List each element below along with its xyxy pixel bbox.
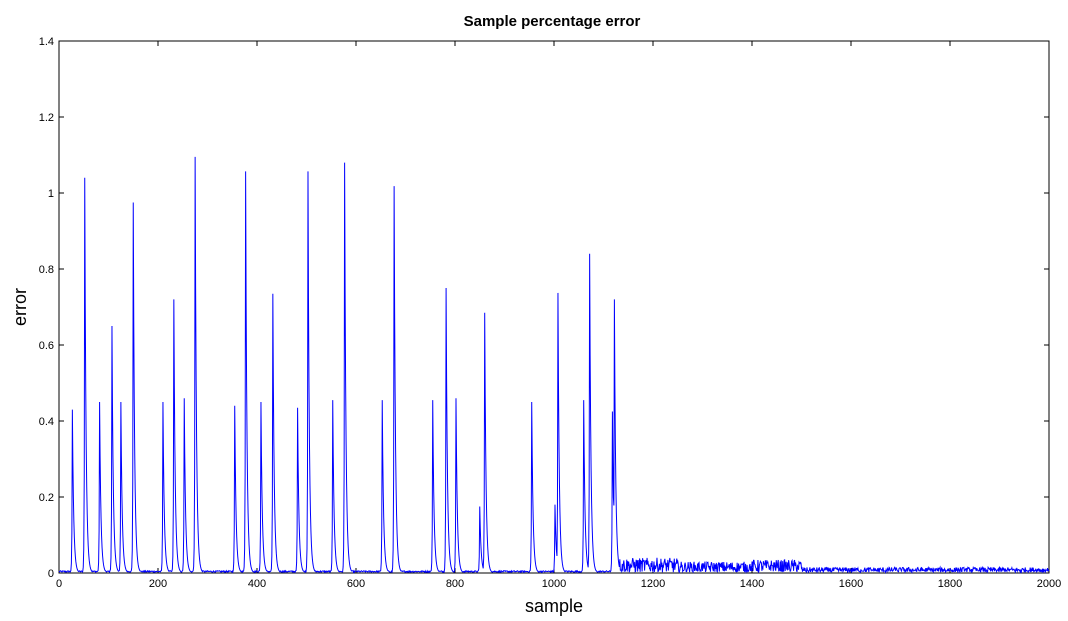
- y-tick-label: 1.2: [39, 112, 54, 124]
- y-tick-label: 1: [48, 188, 54, 200]
- y-tick-label: 0.2: [39, 492, 54, 504]
- x-tick-label: 200: [149, 578, 167, 590]
- chart-title: Sample percentage error: [464, 13, 641, 30]
- plot-area: 0 200 400 600 800 1000 1200 1400 1600 1800 2000 00…: [39, 36, 1062, 590]
- x-tick-label: 0: [56, 578, 62, 590]
- x-tick-label: 1200: [641, 578, 665, 590]
- x-tick-label: 1000: [542, 578, 566, 590]
- y-tick-label: 0.6: [39, 340, 54, 352]
- axes-box: [58, 40, 1050, 574]
- x-ticks: 0 200 400 600 800 1000 1200 1400 1600 1800 2000: [56, 41, 1061, 590]
- x-axis-title: sample: [525, 596, 583, 616]
- y-axis-title: error: [10, 288, 30, 326]
- y-tick-label: 0.4: [39, 416, 54, 428]
- x-tick-label: 2000: [1037, 578, 1061, 590]
- x-tick-label: 400: [248, 578, 266, 590]
- x-tick-label: 1600: [839, 578, 863, 590]
- x-tick-label: 800: [446, 578, 464, 590]
- y-tick-label: 0.8: [39, 264, 54, 276]
- y-ticks: 0 0.2 0.4 0.6 0.8 1 1.2 1.4: [39, 36, 1049, 580]
- error-line: [58, 156, 1050, 574]
- x-tick-label: 600: [347, 578, 365, 590]
- x-tick-label: 1400: [740, 578, 764, 590]
- y-tick-label: 0: [48, 568, 54, 580]
- x-tick-label: 1800: [938, 578, 962, 590]
- y-tick-label: 1.4: [39, 36, 54, 48]
